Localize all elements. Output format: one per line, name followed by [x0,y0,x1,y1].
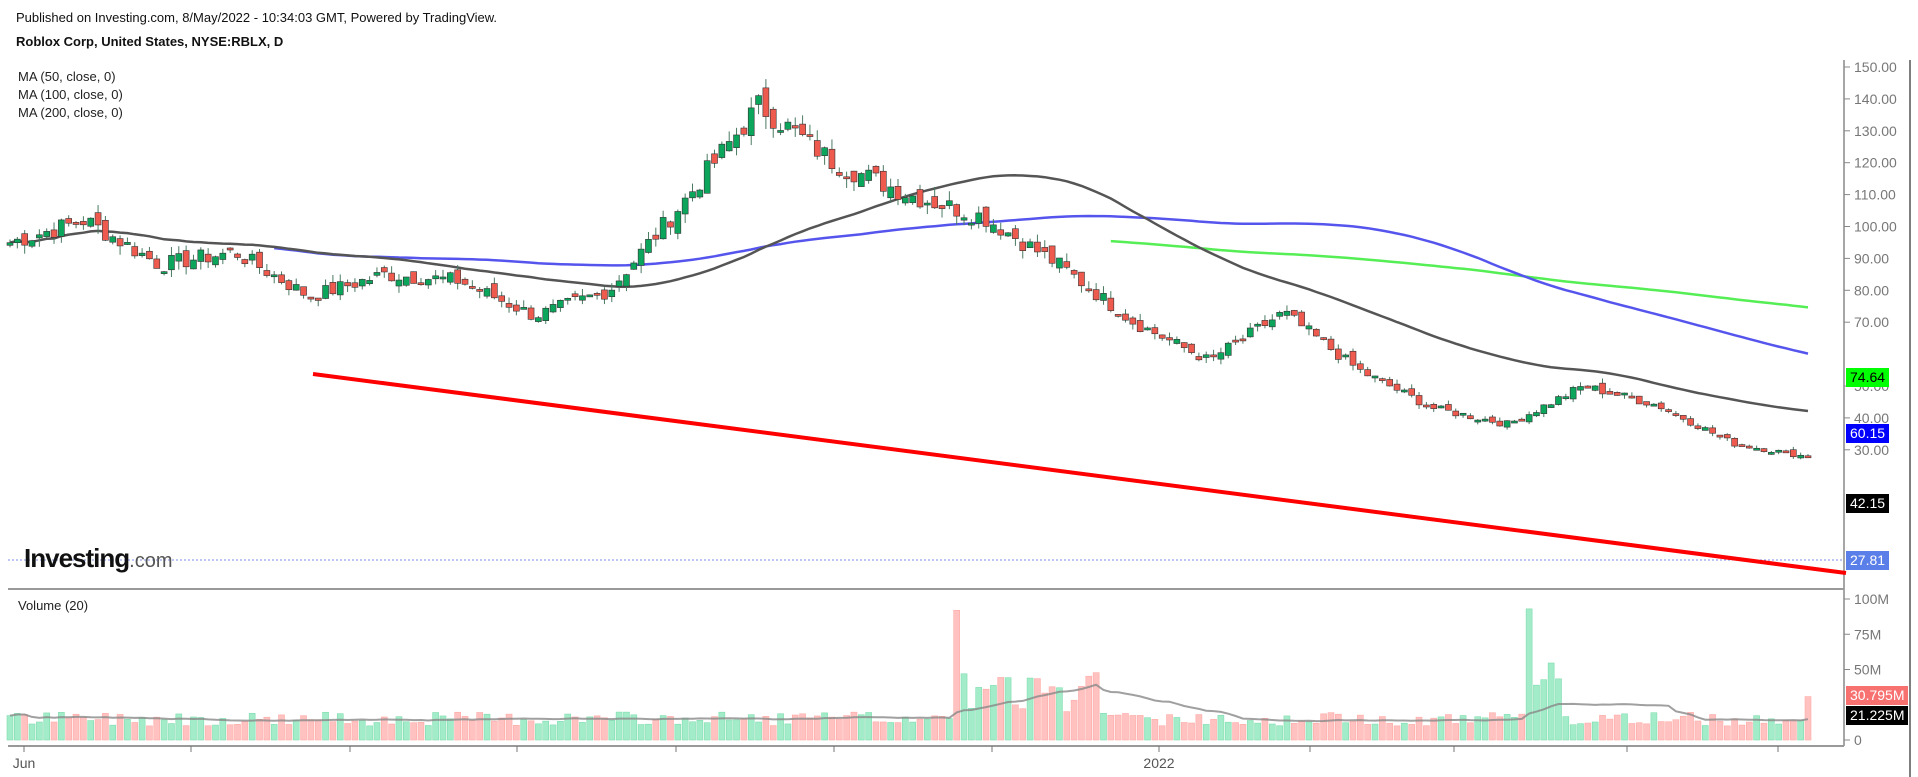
svg-text:150.00: 150.00 [1854,59,1897,75]
svg-text:2022: 2022 [1143,755,1174,771]
indicator-legend: MA (50, close, 0) MA (100, close, 0) MA … [18,68,123,122]
svg-text:40.00: 40.00 [1854,410,1889,426]
ma100-line [274,214,1809,355]
legend-ma200[interactable]: MA (200, close, 0) [18,105,123,120]
time-axis: Jun 2022 [13,746,1779,771]
svg-text:30.00: 30.00 [1854,442,1889,458]
volume-ma-line [9,683,1809,723]
svg-text:70.00: 70.00 [1854,314,1889,330]
svg-text:50M: 50M [1854,662,1881,678]
svg-text:0: 0 [1854,732,1862,748]
last-price-tag: 27.81 [1846,551,1890,570]
ma200-line [1110,239,1809,309]
svg-text:Jun: Jun [13,755,36,771]
symbol-title: Roblox Corp, United States, NYSE:RBLX, D [16,34,284,49]
published-line: Published on Investing.com, 8/May/2022 -… [16,10,498,25]
legend-ma50[interactable]: MA (50, close, 0) [18,69,116,84]
svg-text:130.00: 130.00 [1854,123,1897,139]
investing-logo: Investing.com [24,543,173,573]
ma50-line [9,174,1809,413]
candlesticks [6,79,1812,460]
ma200-value-tag: 74.64 [1846,368,1890,387]
svg-text:100M: 100M [1854,591,1889,607]
svg-text:100.00: 100.00 [1854,219,1897,235]
legend-volume[interactable]: Volume (20) [18,598,89,613]
trendline[interactable] [312,372,1847,575]
svg-text:140.00: 140.00 [1854,91,1897,107]
svg-text:80.00: 80.00 [1854,282,1889,298]
volume-value-tag: 30.795M [1846,686,1909,705]
volume-bars [6,608,1812,741]
svg-text:90.00: 90.00 [1854,250,1889,266]
ma100-value-tag: 60.15 [1846,424,1890,443]
volume-ma-tag: 21.225M [1846,706,1909,725]
legend-ma100[interactable]: MA (100, close, 0) [18,87,123,102]
price-axis: 150.00 140.00 130.00 120.00 110.00 100.00 90.0… [1844,59,1897,458]
svg-text:110.00: 110.00 [1854,187,1896,203]
svg-text:120.00: 120.00 [1854,155,1897,171]
svg-text:75M: 75M [1854,626,1881,642]
ma50-value-tag: 42.15 [1846,494,1890,513]
volume-axis: 100M 75M 50M 0 [1844,591,1889,748]
